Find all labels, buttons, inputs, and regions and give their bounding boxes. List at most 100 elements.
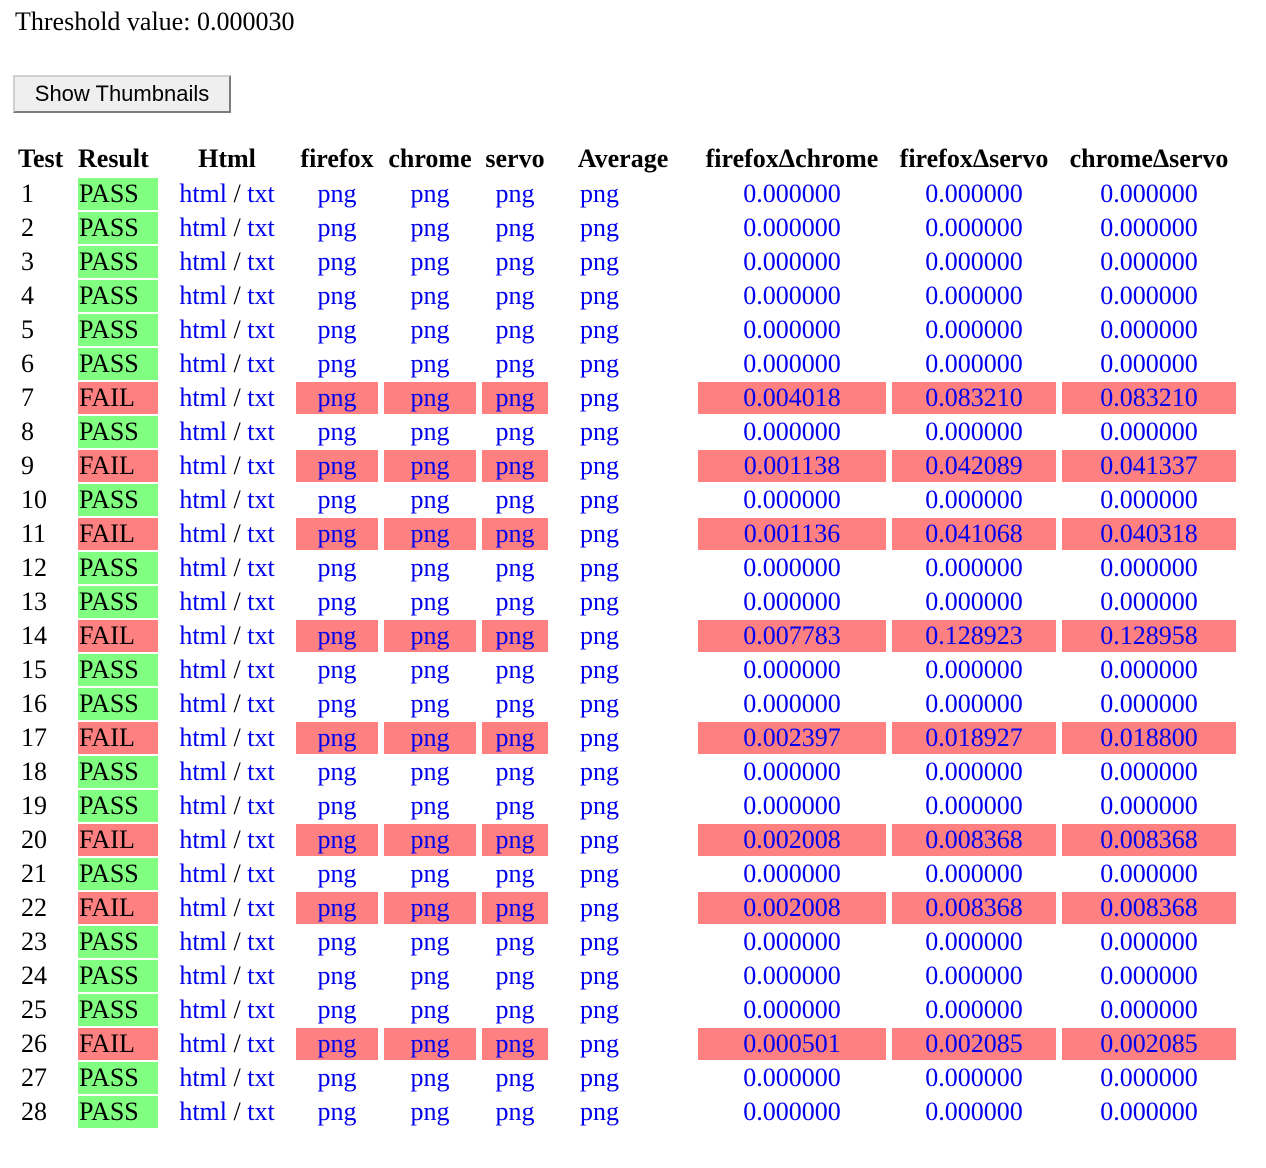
chrome-png-link[interactable]: png [410, 349, 450, 378]
txt-link[interactable]: txt [247, 281, 275, 310]
html-link[interactable]: html [179, 723, 227, 752]
servo-png-link[interactable]: png [495, 485, 535, 514]
chrome-png-link[interactable]: png [410, 961, 450, 990]
firefox-png-link[interactable]: png [317, 417, 357, 446]
average-png-link[interactable]: png [580, 451, 619, 480]
txt-link[interactable]: txt [247, 961, 275, 990]
txt-link[interactable]: txt [247, 553, 275, 582]
txt-link[interactable]: txt [247, 383, 275, 412]
chrome-png-link[interactable]: png [410, 451, 450, 480]
txt-link[interactable]: txt [247, 689, 275, 718]
average-png-link[interactable]: png [580, 349, 619, 378]
firefox-png-link[interactable]: png [317, 1029, 357, 1058]
firefox-png-link[interactable]: png [317, 825, 357, 854]
html-link[interactable]: html [179, 417, 227, 446]
servo-png-link[interactable]: png [495, 383, 535, 412]
chrome-png-link[interactable]: png [410, 553, 450, 582]
average-png-link[interactable]: png [580, 621, 619, 650]
average-png-link[interactable]: png [580, 927, 619, 956]
chrome-png-link[interactable]: png [410, 723, 450, 752]
firefox-png-link[interactable]: png [317, 893, 357, 922]
servo-png-link[interactable]: png [495, 825, 535, 854]
servo-png-link[interactable]: png [495, 791, 535, 820]
firefox-png-link[interactable]: png [317, 587, 357, 616]
firefox-png-link[interactable]: png [317, 553, 357, 582]
servo-png-link[interactable]: png [495, 213, 535, 242]
chrome-png-link[interactable]: png [410, 1063, 450, 1092]
average-png-link[interactable]: png [580, 383, 619, 412]
show-thumbnails-button[interactable]: Show Thumbnails [13, 75, 231, 113]
txt-link[interactable]: txt [247, 723, 275, 752]
txt-link[interactable]: txt [247, 1029, 275, 1058]
average-png-link[interactable]: png [580, 1029, 619, 1058]
firefox-png-link[interactable]: png [317, 349, 357, 378]
chrome-png-link[interactable]: png [410, 417, 450, 446]
html-link[interactable]: html [179, 1063, 227, 1092]
servo-png-link[interactable]: png [495, 1029, 535, 1058]
average-png-link[interactable]: png [580, 1097, 619, 1126]
html-link[interactable]: html [179, 1029, 227, 1058]
html-link[interactable]: html [179, 927, 227, 956]
firefox-png-link[interactable]: png [317, 655, 357, 684]
html-link[interactable]: html [179, 859, 227, 888]
average-png-link[interactable]: png [580, 689, 619, 718]
txt-link[interactable]: txt [247, 349, 275, 378]
servo-png-link[interactable]: png [495, 995, 535, 1024]
txt-link[interactable]: txt [247, 1097, 275, 1126]
average-png-link[interactable]: png [580, 655, 619, 684]
chrome-png-link[interactable]: png [410, 791, 450, 820]
txt-link[interactable]: txt [247, 757, 275, 786]
html-link[interactable]: html [179, 655, 227, 684]
average-png-link[interactable]: png [580, 315, 619, 344]
html-link[interactable]: html [179, 553, 227, 582]
html-link[interactable]: html [179, 383, 227, 412]
txt-link[interactable]: txt [247, 791, 275, 820]
txt-link[interactable]: txt [247, 995, 275, 1024]
html-link[interactable]: html [179, 247, 227, 276]
chrome-png-link[interactable]: png [410, 315, 450, 344]
average-png-link[interactable]: png [580, 519, 619, 548]
html-link[interactable]: html [179, 519, 227, 548]
average-png-link[interactable]: png [580, 553, 619, 582]
html-link[interactable]: html [179, 825, 227, 854]
txt-link[interactable]: txt [247, 927, 275, 956]
servo-png-link[interactable]: png [495, 519, 535, 548]
chrome-png-link[interactable]: png [410, 859, 450, 888]
firefox-png-link[interactable]: png [317, 621, 357, 650]
txt-link[interactable]: txt [247, 621, 275, 650]
firefox-png-link[interactable]: png [317, 247, 357, 276]
chrome-png-link[interactable]: png [410, 621, 450, 650]
chrome-png-link[interactable]: png [410, 1029, 450, 1058]
chrome-png-link[interactable]: png [410, 519, 450, 548]
firefox-png-link[interactable]: png [317, 791, 357, 820]
chrome-png-link[interactable]: png [410, 485, 450, 514]
chrome-png-link[interactable]: png [410, 757, 450, 786]
servo-png-link[interactable]: png [495, 1097, 535, 1126]
txt-link[interactable]: txt [247, 859, 275, 888]
servo-png-link[interactable]: png [495, 961, 535, 990]
average-png-link[interactable]: png [580, 995, 619, 1024]
average-png-link[interactable]: png [580, 791, 619, 820]
servo-png-link[interactable]: png [495, 859, 535, 888]
txt-link[interactable]: txt [247, 1063, 275, 1092]
servo-png-link[interactable]: png [495, 281, 535, 310]
chrome-png-link[interactable]: png [410, 927, 450, 956]
chrome-png-link[interactable]: png [410, 213, 450, 242]
average-png-link[interactable]: png [580, 1063, 619, 1092]
txt-link[interactable]: txt [247, 417, 275, 446]
chrome-png-link[interactable]: png [410, 247, 450, 276]
html-link[interactable]: html [179, 179, 227, 208]
txt-link[interactable]: txt [247, 213, 275, 242]
servo-png-link[interactable]: png [495, 655, 535, 684]
firefox-png-link[interactable]: png [317, 859, 357, 888]
average-png-link[interactable]: png [580, 859, 619, 888]
html-link[interactable]: html [179, 281, 227, 310]
servo-png-link[interactable]: png [495, 927, 535, 956]
firefox-png-link[interactable]: png [317, 1063, 357, 1092]
txt-link[interactable]: txt [247, 247, 275, 276]
firefox-png-link[interactable]: png [317, 179, 357, 208]
html-link[interactable]: html [179, 1097, 227, 1126]
average-png-link[interactable]: png [580, 485, 619, 514]
html-link[interactable]: html [179, 757, 227, 786]
txt-link[interactable]: txt [247, 519, 275, 548]
